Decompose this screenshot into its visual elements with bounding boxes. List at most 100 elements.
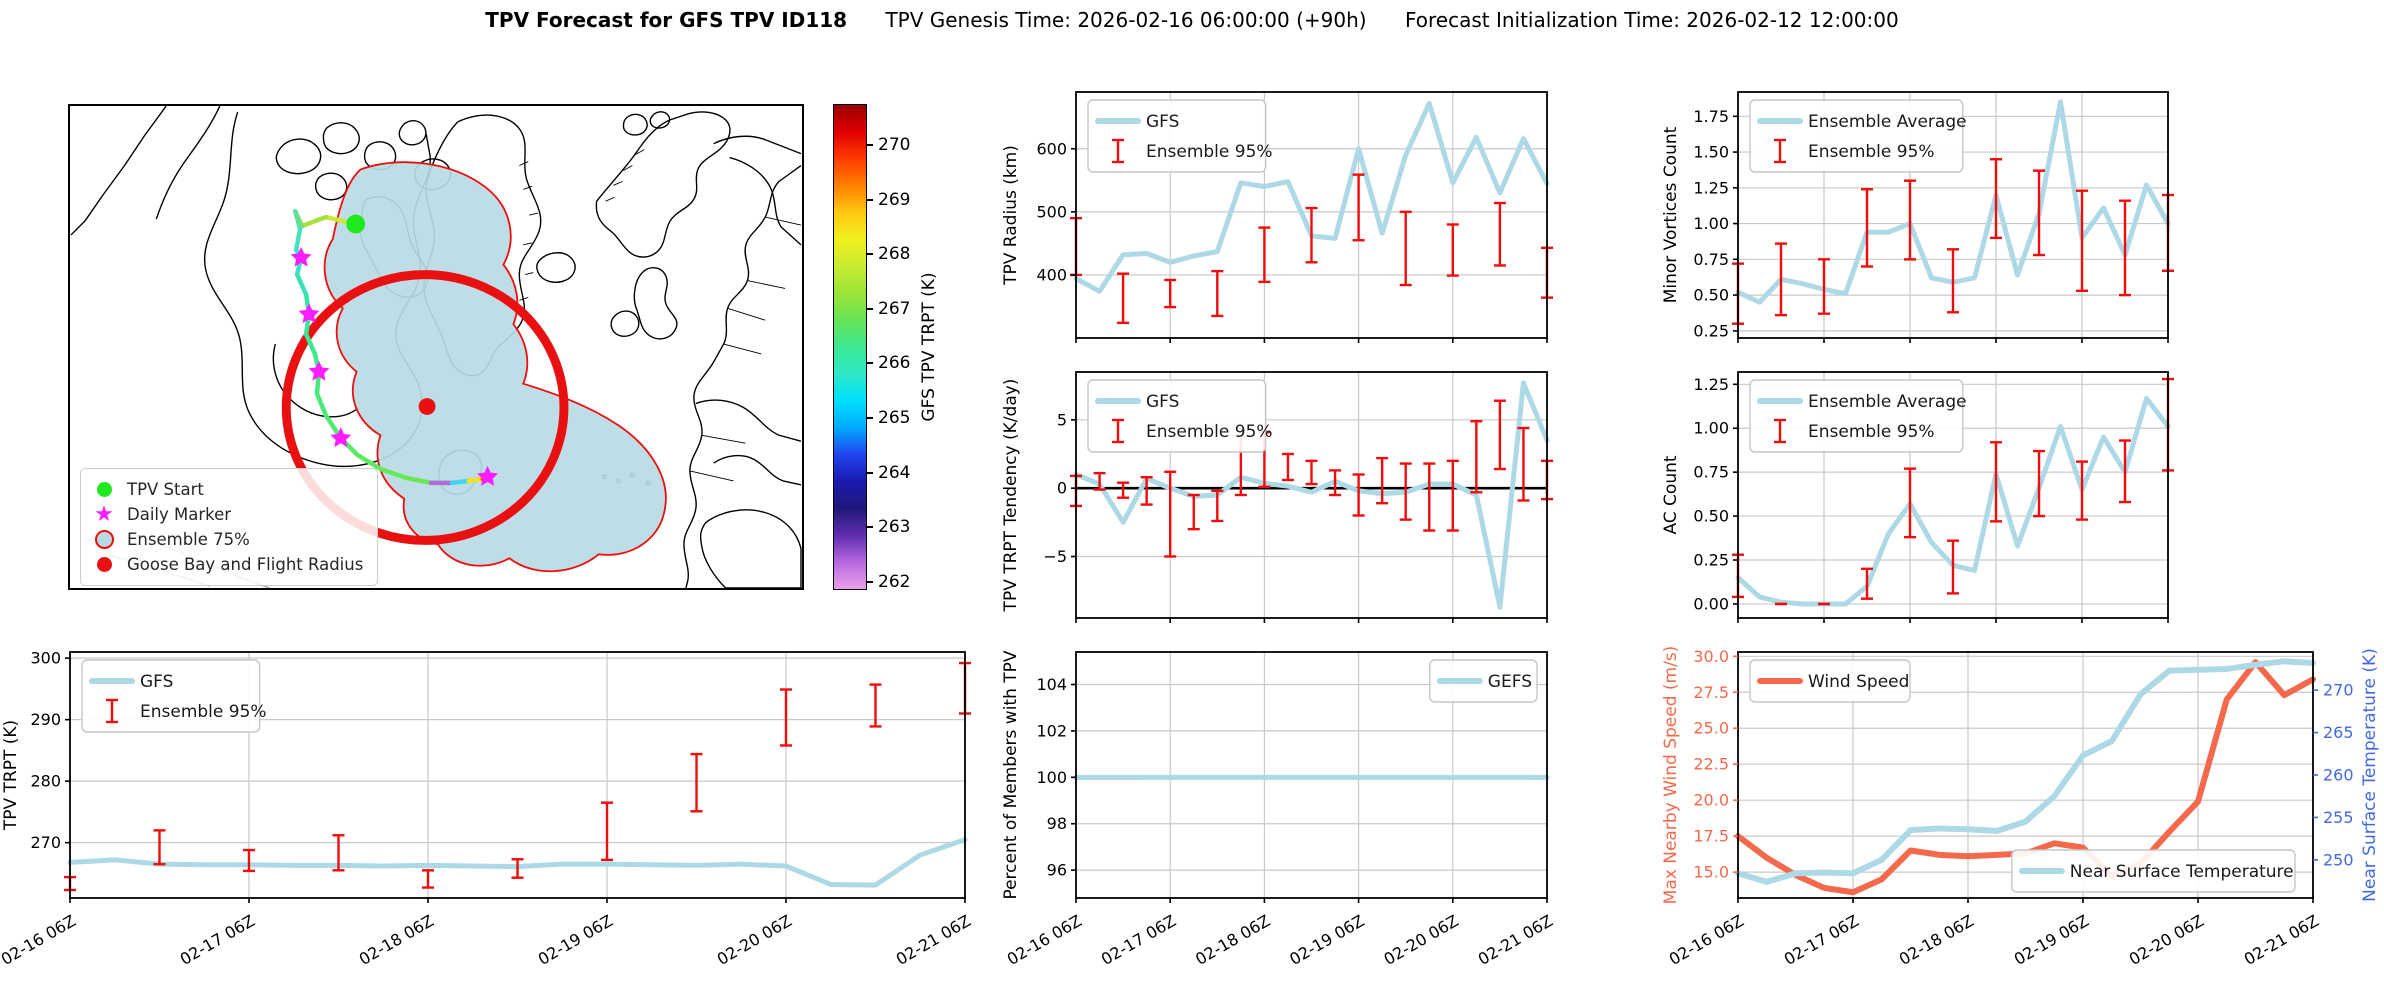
colorbar-gradient	[833, 104, 867, 590]
map-legend-item-goose-bay: Goose Bay and Flight Radius	[91, 552, 363, 577]
map-legend-label: Ensemble 75%	[127, 530, 250, 549]
colorbar-tick: 269	[878, 189, 911, 210]
y-axis-label: Percent of Members with TPV	[1001, 650, 1021, 899]
colorbar-tick: 263	[878, 517, 911, 538]
axes-box	[1737, 91, 2169, 339]
colorbar-tick: 270	[878, 134, 911, 155]
x-tick-label: 02-21 06Z	[1475, 911, 1556, 969]
minor-vortices-panel: 0.25 0.50 0.75 1.00 1.25 1.50 1.75 Minor Vortic…	[1660, 85, 2220, 355]
x-tick-label: 02-19 06Z	[535, 911, 616, 969]
trpt-tendency-chart: −5 0 5 TPV TRPT Tendency (K/day) GFS Ensemble…	[1001, 371, 1553, 623]
x-tick-label: 02-19 06Z	[2011, 911, 2092, 969]
axes-box	[1075, 371, 1548, 619]
map-legend-label: TPV Start	[127, 480, 204, 499]
x-tick-label: 02-21 06Z	[893, 911, 974, 969]
y-tick-label: −5	[1043, 547, 1067, 566]
ac-count-panel: 0.00 0.25 0.50 0.75 1.00 1.25 AC Count Ensemble…	[1660, 365, 2220, 635]
daily-markers	[290, 246, 498, 486]
legend: Ensemble Average Ensemble 95%	[1749, 99, 1967, 173]
svg-text:Ensemble Average: Ensemble Average	[1808, 112, 1967, 132]
x-tick-label: 02-18 06Z	[356, 911, 437, 969]
trpt-tendency-panel: −5 0 5 TPV TRPT Tendency (K/day) GFS Ensemble…	[1000, 365, 1560, 635]
y-tick-label: 0	[1057, 479, 1067, 498]
percent-members-panel: 96 98 100 102 104 02-16 06Z 02-17 06Z 02-18 06Z…	[1000, 645, 1560, 982]
y-tick-label: 0.25	[1693, 551, 1729, 570]
colorbar-tick: 265	[878, 407, 911, 428]
y-tick-label: 20.0	[1693, 791, 1729, 810]
svg-text:Ensemble 95%: Ensemble 95%	[1808, 422, 1935, 442]
y-tick-label: 280	[30, 772, 61, 791]
y-tick-label: 1.25	[1693, 375, 1729, 394]
x-tick-label: 02-20 06Z	[1381, 911, 1462, 969]
legend: GFS Ensemble 95%	[81, 659, 267, 733]
y-tick-label: 27.5	[1693, 683, 1729, 702]
svg-text:GFS: GFS	[140, 672, 173, 692]
tpv-start-marker	[346, 214, 366, 234]
y-tick-label: 1.25	[1693, 178, 1729, 197]
x-tick-label: 02-18 06Z	[1192, 911, 1273, 969]
x-tick-label: 02-17 06Z	[1098, 911, 1179, 969]
colorbar-tick: 264	[878, 462, 911, 483]
right-y-tick-label: 250	[2323, 850, 2354, 869]
svg-text:Wind Speed: Wind Speed	[1808, 672, 1909, 692]
y-tick-label: 15.0	[1693, 863, 1729, 882]
y-tick-label: 102	[1036, 721, 1067, 740]
legend: Near Surface Temperature	[2011, 849, 2296, 893]
axes-box	[1075, 91, 1548, 339]
colorbar-tick: 267	[878, 298, 911, 319]
y-tick-label: 1.00	[1693, 419, 1729, 438]
tpv-radius-panel: 400 500 600 TPV Radius (km) GFS Ensemble 95%	[1000, 85, 1560, 355]
axes-box	[1737, 371, 2169, 619]
legend: GEFS	[1429, 659, 1538, 703]
track-map-panel: TPV Start ★ Daily Marker Ensemble 75% Goose …	[68, 104, 804, 590]
trpt-colorbar: 262 263 264 265 266 267 268 269 270 GFS TPV TRPT…	[833, 104, 983, 592]
right-y-axis-label: Near Surface Temperature (K)	[2360, 648, 2380, 902]
map-legend-item-tpv-start: TPV Start	[91, 477, 363, 502]
y-tick-label: 0.50	[1693, 507, 1729, 526]
x-tick-label: 02-16 06Z	[1666, 911, 1747, 969]
y-axis-label: AC Count	[1661, 455, 1681, 534]
title-id: TPV Forecast for GFS TPV ID118	[485, 8, 848, 32]
gfs-line	[1073, 380, 1550, 610]
ensemble-95-errorbars	[1070, 399, 1553, 558]
y-tick-label: 0.50	[1693, 286, 1729, 305]
map-legend-item-ensemble-75: Ensemble 75%	[91, 527, 363, 552]
track-map	[70, 106, 802, 588]
y-tick-label: 600	[1036, 139, 1067, 158]
y-axis-label: Minor Vortices Count	[1661, 126, 1681, 303]
svg-text:Ensemble 95%: Ensemble 95%	[1146, 142, 1273, 162]
y-tick-label: 1.75	[1693, 107, 1729, 126]
daily-marker-icon: ★	[94, 502, 114, 527]
tpv-start-icon	[91, 482, 117, 497]
y-tick-label: 17.5	[1693, 827, 1729, 846]
svg-text:GFS: GFS	[1146, 112, 1179, 132]
y-tick-label: 1.00	[1693, 214, 1729, 233]
y-tick-label: 98	[1047, 814, 1067, 833]
y-tick-label: 500	[1036, 202, 1067, 221]
x-tick-label: 02-19 06Z	[1286, 911, 1367, 969]
legend: Ensemble Average Ensemble 95%	[1749, 379, 1967, 453]
legend: GFS Ensemble 95%	[1087, 99, 1273, 173]
tpv-radius-chart: 400 500 600 TPV Radius (km) GFS Ensemble 95%	[1001, 91, 1553, 343]
flight-radius-circle	[281, 270, 569, 545]
x-tick-label: 02-18 06Z	[1896, 911, 1977, 969]
svg-text:GEFS: GEFS	[1488, 672, 1532, 692]
y-tick-label: 22.5	[1693, 755, 1729, 774]
y-tick-label: 25.0	[1693, 719, 1729, 738]
y-tick-label: 0.00	[1693, 594, 1729, 613]
title-init-time: Forecast Initialization Time: 2026-02-12…	[1404, 8, 1899, 32]
goose-bay-marker	[418, 398, 436, 415]
map-legend-label: Goose Bay and Flight Radius	[127, 555, 364, 574]
svg-text:Near Surface Temperature: Near Surface Temperature	[2070, 862, 2294, 882]
minor-vortices-chart: 0.25 0.50 0.75 1.00 1.25 1.50 1.75 Minor Vortic…	[1661, 91, 2174, 343]
wind-temp-panel: 15.0 17.5 20.0 22.5 25.0 27.5 30.0 250 255 260 265…	[1660, 645, 2384, 982]
goose-bay-icon	[91, 557, 117, 572]
ensemble-75-region	[323, 161, 667, 573]
coastlines-europe	[595, 111, 802, 588]
y-tick-label: 30.0	[1693, 647, 1729, 666]
percent-members-chart: 96 98 100 102 104 02-16 06Z 02-17 06Z 02-18 06Z…	[1001, 650, 1556, 969]
ensemble-75-icon	[91, 530, 117, 549]
y-tick-label: 270	[30, 833, 61, 852]
near-surface-temperature-line	[1735, 658, 2316, 885]
